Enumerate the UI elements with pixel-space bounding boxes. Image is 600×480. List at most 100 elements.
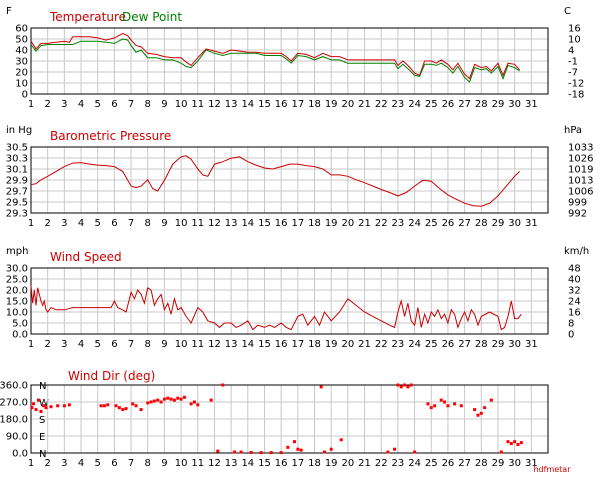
x-tick-label: 1	[28, 218, 34, 229]
wind-dir-point	[259, 451, 263, 455]
x-tick-label: 12	[208, 99, 221, 110]
x-tick-label: 20	[342, 458, 355, 469]
x-tick-label: 4	[78, 458, 84, 469]
x-tick-label: 19	[325, 99, 338, 110]
x-tick-label: 15	[258, 218, 271, 229]
y-tick-label-left: 20.0	[6, 286, 28, 297]
x-tick-label: 29	[492, 218, 505, 229]
wind-dir-point	[406, 385, 410, 389]
credit-label: hdfmetar	[533, 465, 571, 474]
y-tick-label-right: 992	[568, 209, 587, 220]
y-tick-label-right: 1006	[568, 187, 593, 198]
wind-dir-point	[279, 451, 283, 455]
x-tick-label: 26	[442, 218, 455, 229]
x-tick-label: 16	[275, 339, 288, 350]
wind-dir-point	[179, 397, 183, 401]
wind-dir-point	[319, 385, 323, 389]
x-tick-label: 20	[342, 218, 355, 229]
y-tick-label-right: 24	[568, 297, 581, 308]
wind-dir-point	[34, 408, 38, 412]
wind-dir-point	[131, 402, 135, 406]
x-tick-label: 6	[111, 339, 117, 350]
x-tick-label: 11	[191, 99, 204, 110]
x-tick-label: 2	[44, 458, 50, 469]
wind-dir-point	[149, 400, 153, 404]
x-tick-label: 14	[241, 458, 254, 469]
wind-dir-point	[192, 400, 196, 404]
x-tick-label: 6	[111, 218, 117, 229]
wind-dir-point	[399, 385, 403, 389]
wind-dir-point	[429, 406, 433, 410]
y-tick-label-left: 270.0	[0, 398, 28, 409]
x-tick-label: 3	[61, 218, 67, 229]
y-tick-label-right: 40	[568, 275, 581, 286]
wind-dir-point	[509, 442, 513, 446]
plot-frame	[30, 267, 549, 335]
x-tick-label: 21	[358, 458, 371, 469]
pressure-panel: in Hg hPa Barometric Pressure 29.3 992 29.…	[6, 125, 594, 229]
wind-speed-title: Wind Speed	[50, 250, 122, 264]
x-tick-label: 28	[475, 339, 488, 350]
wind-dir-point	[473, 408, 477, 412]
x-tick-label: 13	[225, 458, 238, 469]
y-tick-label-right: 16	[568, 308, 581, 319]
dew-point-line	[30, 38, 520, 83]
x-tick-label: 7	[128, 99, 134, 110]
x-tick-label: 13	[225, 339, 238, 350]
wind-dir-point	[489, 398, 493, 402]
wind-dir-point	[209, 398, 213, 402]
y-tick-label-right: -7	[568, 68, 578, 79]
wind-dir-point	[62, 404, 66, 408]
x-tick-label: 1	[28, 339, 34, 350]
x-tick-label: 6	[111, 458, 117, 469]
wind-dir-point	[519, 441, 523, 445]
pressure-unit-left: in Hg	[6, 125, 32, 136]
wind-dir-point	[323, 450, 327, 454]
x-tick-label: 4	[78, 99, 84, 110]
wind-dir-point	[299, 448, 303, 452]
y-tick-label-right: 1033	[568, 143, 593, 154]
x-tick-label: 7	[128, 218, 134, 229]
x-tick-label: 4	[78, 339, 84, 350]
x-tick-label: 23	[392, 458, 405, 469]
x-tick-label: 10	[175, 339, 188, 350]
wind-dir-point	[42, 404, 46, 408]
wind-dir-point	[249, 450, 253, 454]
x-tick-label: 28	[475, 218, 488, 229]
x-tick-label: 16	[275, 458, 288, 469]
wind-dir-point	[139, 408, 143, 412]
legend-temperature: Temperature	[49, 10, 126, 24]
x-tick-label: 30	[508, 458, 521, 469]
y-tick-label-right: 8	[568, 319, 574, 330]
y-tick-label-right: 32	[568, 286, 581, 297]
y-tick-label-right: 16	[568, 24, 581, 35]
x-tick-label: 18	[308, 339, 321, 350]
x-tick-label: 30	[508, 218, 521, 229]
x-tick-label: 9	[161, 339, 167, 350]
x-tick-label: 2	[44, 339, 50, 350]
y-tick-label-left: 29.9	[6, 176, 28, 187]
compass-label: E	[39, 432, 45, 443]
x-tick-label: 18	[308, 99, 321, 110]
x-tick-label: 20	[342, 339, 355, 350]
x-tick-label: 5	[95, 99, 101, 110]
y-tick-label-right: 4	[568, 46, 574, 57]
wind-dir-point	[329, 447, 333, 451]
wind-dir-point	[506, 440, 510, 444]
x-tick-label: 29	[492, 99, 505, 110]
x-tick-label: 12	[208, 218, 221, 229]
y-tick-label-left: 30.3	[6, 154, 28, 165]
wind-dir-title: Wind Dir (deg)	[68, 369, 155, 383]
temperature-line	[30, 32, 520, 80]
x-tick-label: 17	[291, 218, 304, 229]
wind-dir-point	[56, 404, 60, 408]
wind-dir-point	[386, 450, 390, 454]
wind-unit-right: km/h	[564, 246, 589, 257]
wind-dir-point	[169, 397, 173, 401]
wind-dir-point	[453, 402, 457, 406]
x-tick-label: 17	[291, 458, 304, 469]
y-tick-label-left: 25.0	[6, 275, 28, 286]
wind-dir-point	[37, 398, 41, 402]
x-tick-label: 29	[492, 458, 505, 469]
